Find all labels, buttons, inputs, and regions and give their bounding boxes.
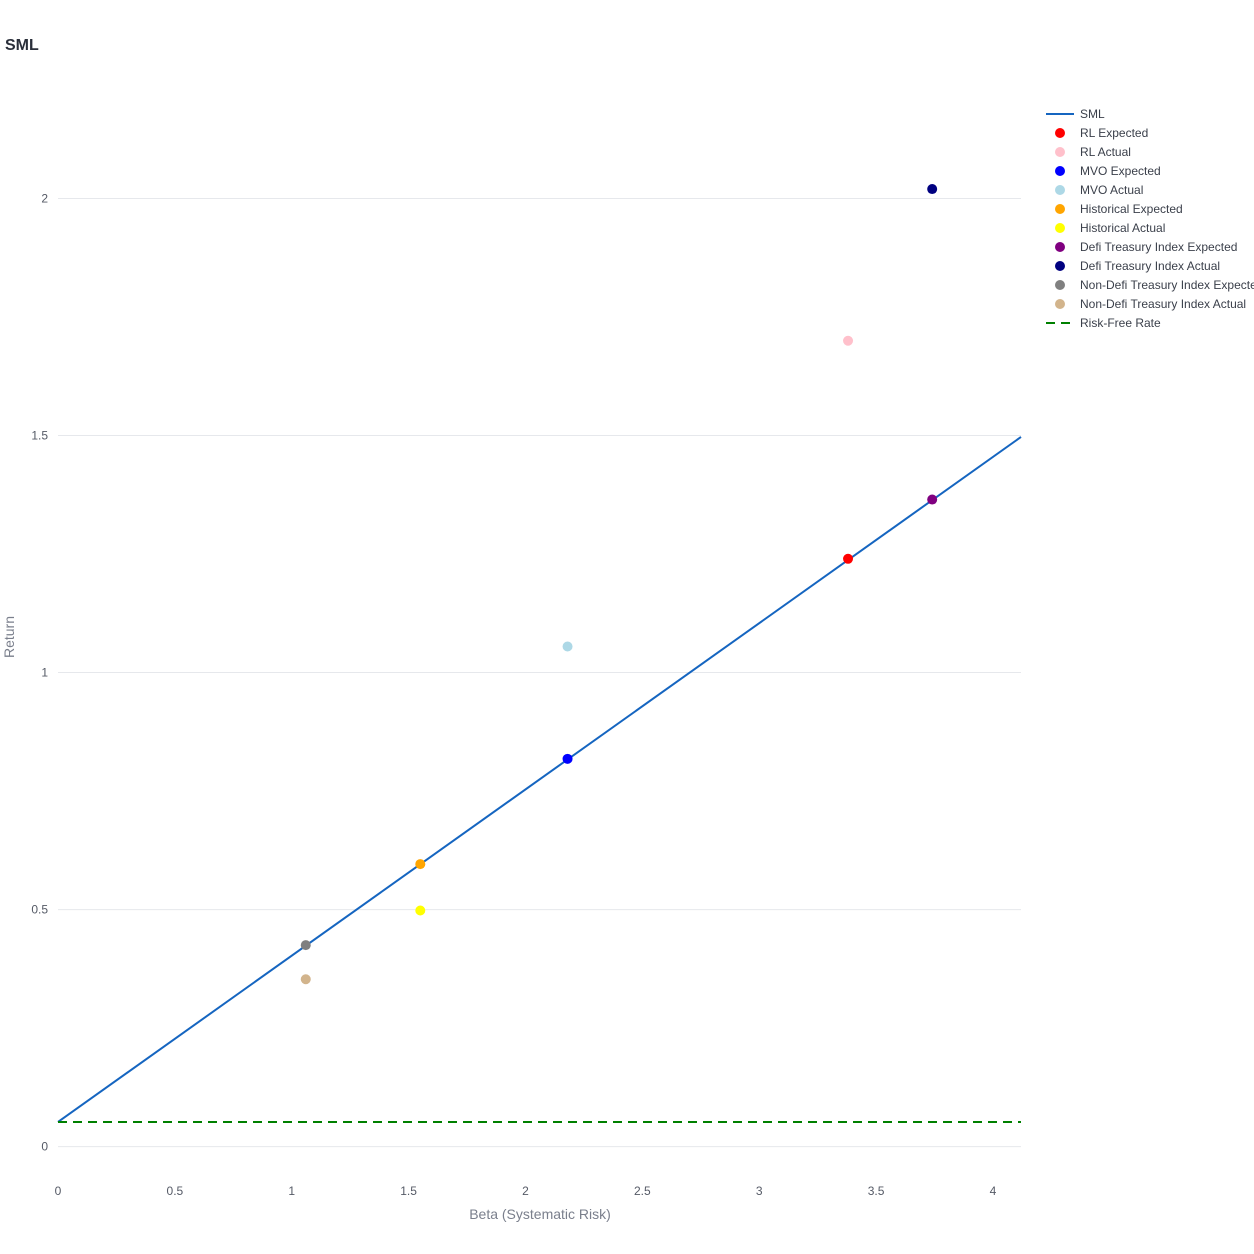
legend-label: RL Actual xyxy=(1080,145,1131,159)
x-tick-label: 3 xyxy=(756,1184,763,1198)
legend-item-non-defi-treasury-index-expected[interactable]: Non-Defi Treasury Index Expected xyxy=(1055,278,1254,292)
legend-label: Non-Defi Treasury Index Actual xyxy=(1080,297,1246,311)
rl-actual-point xyxy=(843,335,854,346)
legend-label: MVO Actual xyxy=(1080,183,1143,197)
rl-expected-point xyxy=(843,553,854,564)
legend-item-rl-expected[interactable]: RL Expected xyxy=(1055,126,1148,140)
legend-label: Defi Treasury Index Actual xyxy=(1080,259,1220,273)
legend: SML RL Expected RL Actual MVO Expected MVO A… xyxy=(1046,107,1254,330)
legend-item-sml[interactable]: SML xyxy=(1046,107,1105,121)
y-tick-label: 2 xyxy=(41,192,48,206)
legend-label: Historical Actual xyxy=(1080,221,1165,235)
legend-swatch xyxy=(1055,147,1065,157)
chart-title: SML xyxy=(5,37,39,54)
grid-lines xyxy=(58,198,1021,1148)
plot-series xyxy=(57,184,1022,1123)
non-defi-treasury-index-expected-point xyxy=(300,940,311,951)
legend-swatch xyxy=(1055,166,1065,176)
mvo-actual-point xyxy=(562,641,573,652)
x-axis-title: Beta (Systematic Risk) xyxy=(469,1206,611,1222)
legend-swatch xyxy=(1055,223,1065,233)
x-tick-label: 0.5 xyxy=(167,1184,184,1198)
y-tick-label: 0.5 xyxy=(31,903,48,917)
legend-item-historical-actual[interactable]: Historical Actual xyxy=(1055,221,1165,235)
legend-label: MVO Expected xyxy=(1080,164,1161,178)
legend-swatch xyxy=(1055,261,1065,271)
historical-actual-point xyxy=(415,905,426,916)
legend-label: Risk-Free Rate xyxy=(1080,316,1161,330)
legend-label: Historical Expected xyxy=(1080,202,1183,216)
y-tick-label: 0 xyxy=(41,1140,48,1154)
x-tick-label: 4 xyxy=(990,1184,997,1198)
legend-swatch xyxy=(1055,128,1065,138)
legend-swatch xyxy=(1055,299,1065,309)
x-tick-label: 2 xyxy=(522,1184,529,1198)
x-tick-label: 1.5 xyxy=(400,1184,417,1198)
x-tick-label: 1 xyxy=(288,1184,295,1198)
legend-label: Non-Defi Treasury Index Expected xyxy=(1080,278,1254,292)
legend-swatch xyxy=(1055,185,1065,195)
sml-line xyxy=(57,436,1022,1123)
x-tick-label: 2.5 xyxy=(634,1184,651,1198)
legend-item-defi-treasury-index-expected[interactable]: Defi Treasury Index Expected xyxy=(1055,240,1237,254)
defi-treasury-index-actual-point xyxy=(927,184,938,195)
defi-treasury-index-expected-point xyxy=(927,494,938,505)
x-tick-labels: 0 0.5 1 1.5 2 2.5 3 3.5 4 xyxy=(55,1184,997,1198)
non-defi-treasury-index-actual-point xyxy=(300,974,311,985)
y-tick-label: 1.5 xyxy=(31,429,48,443)
legend-item-mvo-expected[interactable]: MVO Expected xyxy=(1055,164,1161,178)
y-axis-title: Return xyxy=(1,616,17,658)
x-tick-label: 3.5 xyxy=(868,1184,885,1198)
legend-label: RL Expected xyxy=(1080,126,1148,140)
legend-item-historical-expected[interactable]: Historical Expected xyxy=(1055,202,1183,216)
legend-label: Defi Treasury Index Expected xyxy=(1080,240,1237,254)
historical-expected-point xyxy=(415,859,426,870)
y-tick-label: 1 xyxy=(41,666,48,680)
x-tick-label: 0 xyxy=(55,1184,62,1198)
mvo-expected-point xyxy=(562,753,573,764)
legend-item-defi-treasury-index-actual[interactable]: Defi Treasury Index Actual xyxy=(1055,259,1220,273)
y-tick-labels: 0 0.5 1 1.5 2 xyxy=(31,192,48,1154)
legend-item-mvo-actual[interactable]: MVO Actual xyxy=(1055,183,1143,197)
legend-label: SML xyxy=(1080,107,1105,121)
legend-item-risk-free-rate[interactable]: Risk-Free Rate xyxy=(1046,316,1161,330)
legend-item-non-defi-treasury-index-actual[interactable]: Non-Defi Treasury Index Actual xyxy=(1055,297,1246,311)
legend-swatch xyxy=(1055,204,1065,214)
legend-swatch xyxy=(1055,280,1065,290)
legend-swatch xyxy=(1055,242,1065,252)
legend-item-rl-actual[interactable]: RL Actual xyxy=(1055,145,1131,159)
